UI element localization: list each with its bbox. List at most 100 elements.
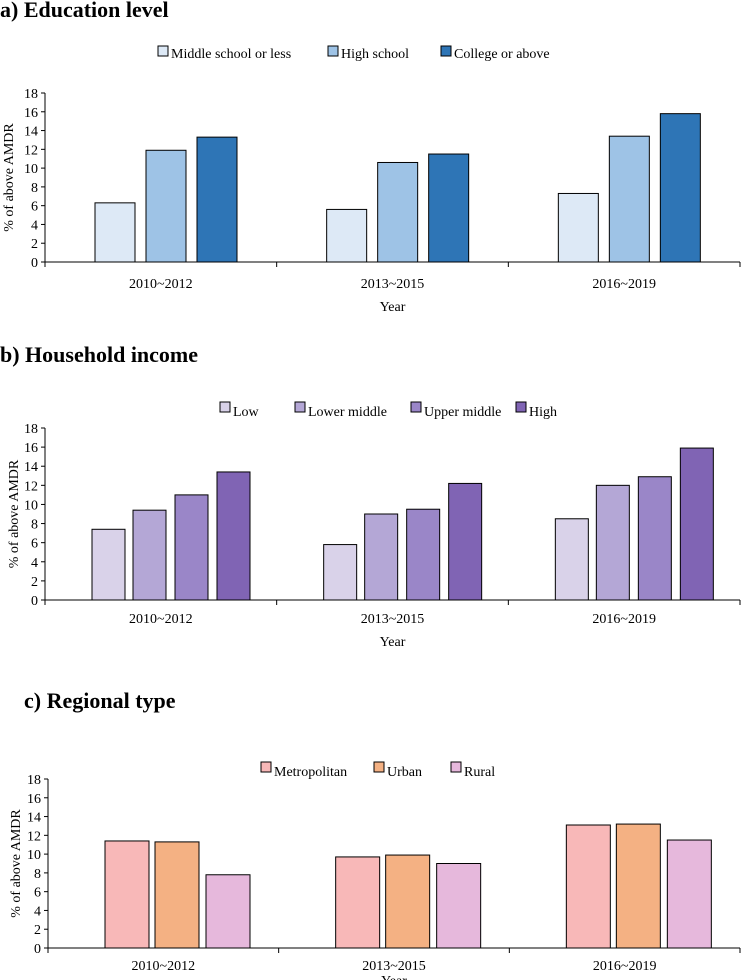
- bar: [94, 202, 136, 263]
- bar: [216, 471, 251, 601]
- bar-chart-education: 0 2 4 6 8 10 12 14 16 18 2010~2012 2013~2015 2016~20…: [2, 45, 741, 315]
- y-tick-label: 14: [24, 125, 38, 140]
- y-tick-label: 14: [27, 811, 41, 826]
- legend-label: High: [529, 405, 557, 420]
- legend-swatch: [294, 401, 306, 413]
- y-tick-label: 0: [31, 256, 38, 271]
- y-axis-title: % of above AMDR: [7, 459, 22, 568]
- y-tick-label: 12: [27, 829, 41, 844]
- bar: [364, 513, 399, 601]
- chart-title: a) Education level: [0, 0, 169, 22]
- x-axis-title: Year: [381, 974, 407, 980]
- legend-label: College or above: [454, 47, 550, 62]
- x-tick-label: 2010~2012: [129, 277, 193, 292]
- bar: [323, 544, 358, 601]
- legend-swatch: [373, 761, 385, 773]
- bar: [132, 509, 167, 601]
- y-tick-label: 10: [27, 848, 41, 863]
- y-tick-label: 16: [27, 792, 41, 807]
- bar: [196, 136, 238, 263]
- legend-label: Middle school or less: [171, 47, 291, 62]
- x-tick-label: 2016~2019: [592, 612, 656, 627]
- legend-swatch: [157, 45, 169, 57]
- legend-swatch: [450, 761, 462, 773]
- x-axis-title: Year: [380, 300, 406, 315]
- bar: [565, 824, 611, 949]
- x-tick-label: 2016~2019: [593, 959, 657, 974]
- y-tick-label: 6: [31, 200, 38, 215]
- y-tick-label: 16: [24, 441, 38, 456]
- bar: [637, 476, 672, 601]
- y-tick-label: 2: [31, 575, 38, 590]
- bar: [377, 161, 419, 263]
- y-tick-label: 10: [24, 162, 38, 177]
- bar: [428, 153, 470, 263]
- bar: [554, 518, 589, 601]
- chart-title: b) Household income: [0, 342, 199, 367]
- y-tick-label: 12: [24, 479, 38, 494]
- y-tick-label: 4: [31, 218, 38, 233]
- bar: [406, 508, 441, 601]
- legend-swatch: [440, 45, 452, 57]
- bar-chart-income: 0 2 4 6 8 10 12 14 16 18 2010~2012 2013~2015 2016~20…: [7, 401, 741, 650]
- y-tick-label: 8: [34, 867, 41, 882]
- x-tick-label: 2010~2012: [132, 959, 196, 974]
- bar: [91, 528, 126, 601]
- y-tick-label: 0: [31, 594, 38, 609]
- y-tick-label: 8: [31, 518, 38, 533]
- bar: [174, 494, 209, 601]
- bar: [326, 208, 368, 263]
- legend-label: High school: [341, 47, 409, 62]
- legend-label: Urban: [387, 765, 422, 780]
- y-tick-label: 12: [24, 143, 38, 158]
- y-tick-label: 4: [31, 556, 38, 571]
- y-tick-label: 0: [34, 942, 41, 957]
- legend-swatch: [410, 401, 422, 413]
- bar-chart-region: 0 2 4 6 8 10 12 14 16 18 2010~2012 2013~2015 2016~20…: [9, 761, 741, 980]
- legend-swatch: [260, 761, 272, 773]
- bar: [205, 874, 251, 949]
- bar: [385, 854, 431, 949]
- x-axis-title: Year: [380, 635, 406, 650]
- y-tick-label: 6: [34, 886, 41, 901]
- bar: [608, 135, 650, 263]
- bar: [335, 856, 381, 949]
- y-tick-label: 6: [31, 537, 38, 552]
- bar: [448, 482, 483, 601]
- legend-label: Lower middle: [308, 405, 387, 420]
- bar: [666, 839, 712, 949]
- bar: [104, 840, 150, 949]
- y-tick-label: 2: [31, 237, 38, 252]
- legend-label: Rural: [464, 765, 495, 780]
- x-tick-label: 2013~2015: [361, 277, 425, 292]
- y-axis-title: % of above AMDR: [2, 123, 17, 232]
- x-tick-label: 2016~2019: [592, 277, 656, 292]
- y-tick-label: 18: [24, 87, 38, 102]
- y-axis-title: % of above AMDR: [9, 809, 24, 918]
- bar: [557, 192, 599, 263]
- bar: [145, 149, 187, 263]
- y-tick-label: 18: [24, 422, 38, 437]
- y-tick-label: 8: [31, 181, 38, 196]
- y-tick-label: 10: [24, 498, 38, 513]
- y-tick-label: 14: [24, 460, 38, 475]
- chart-title: c) Regional type: [24, 688, 176, 713]
- y-tick-label: 16: [24, 106, 38, 121]
- x-tick-label: 2013~2015: [362, 959, 426, 974]
- x-tick-label: 2013~2015: [361, 612, 425, 627]
- y-tick-label: 2: [34, 923, 41, 938]
- x-tick-label: 2010~2012: [129, 612, 193, 627]
- bar: [679, 447, 714, 601]
- legend-swatch: [219, 401, 231, 413]
- bar: [436, 863, 482, 949]
- legend-swatch: [327, 45, 339, 57]
- legend-label: Metropolitan: [274, 765, 347, 780]
- legend-label: Upper middle: [424, 405, 501, 420]
- y-tick-label: 18: [27, 773, 41, 788]
- bar: [615, 823, 661, 949]
- legend-label: Low: [233, 405, 260, 420]
- legend-swatch: [515, 401, 527, 413]
- bar: [595, 484, 630, 601]
- bar: [659, 113, 701, 263]
- bar: [154, 841, 200, 949]
